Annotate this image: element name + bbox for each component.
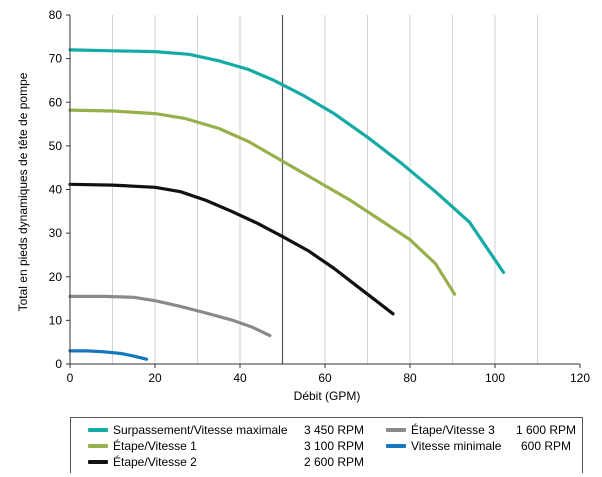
x-tick-label: 40 [233,371,247,385]
y-tick-label: 80 [49,8,63,22]
y-tick-label: 30 [49,226,63,240]
legend-rpm-etape-1: 3 100 RPM [304,439,365,453]
legend-item-etape-3: Étape/Vitesse 3 1 600 RPM [386,422,576,438]
legend-swatch-etape-3 [386,428,406,432]
legend-item-etape-1: Étape/Vitesse 1 3 100 RPM [88,438,388,454]
y-axis-title: Total en pieds dynamiques de tête de pom… [16,72,30,311]
x-tick-label: 80 [403,371,417,385]
legend-label-vitesse-minimale: Vitesse minimale [411,439,502,453]
series-lines [68,48,506,361]
x-tick-label: 120 [570,371,590,385]
x-tick-label: 60 [318,371,332,385]
legend-item-vitesse-minimale: Vitesse minimale 600 RPM [386,438,576,454]
series-line-surpassement [68,48,506,274]
legend-rpm-vitesse-minimale: 600 RPM [521,439,572,453]
legend-label-etape-3: Étape/Vitesse 3 [411,423,495,437]
legend-label-etape-2: Étape/Vitesse 2 [113,455,197,469]
legend-swatch-etape-2 [88,460,108,464]
y-tick-label: 0 [55,357,62,371]
legend-item-surpassement: Surpassement/Vitesse maximale 3 450 RPM [88,422,388,438]
y-tick-label: 60 [49,95,63,109]
legend-rpm-etape-3: 1 600 RPM [516,423,577,437]
x-axis-title: Débit (GPM) [294,389,361,403]
axes [66,14,581,368]
legend-item-etape-2: Étape/Vitesse 2 2 600 RPM [88,454,388,470]
y-tick-label: 20 [49,270,63,284]
y-tick-label: 40 [49,183,63,197]
series-line-vitesse-minimale [68,349,149,361]
legend-label-etape-1: Étape/Vitesse 1 [113,439,197,453]
legend-rpm-surpassement: 3 450 RPM [304,423,365,437]
legend-label-surpassement: Surpassement/Vitesse maximale [113,423,288,437]
legend-swatch-etape-1 [88,444,108,448]
legend-swatch-surpassement [88,428,108,432]
legend-swatch-vitesse-minimale [386,444,406,448]
legend-rpm-etape-2: 2 600 RPM [304,455,365,469]
series-line-etape-3 [68,294,272,338]
y-tick-label: 10 [49,313,63,327]
series-line-etape-1 [68,108,457,296]
y-tick-label: 50 [49,139,63,153]
x-tick-label: 0 [67,371,74,385]
chart-legend: Surpassement/Vitesse maximale 3 450 RPM … [70,417,583,473]
grid-lines [112,15,538,364]
x-tick-label: 100 [485,371,505,385]
series-line-etape-2 [68,182,395,316]
tick-labels: 0 10 20 30 40 50 60 70 80 0 20 40 60 80 100 120 [49,8,591,385]
x-tick-label: 20 [148,371,162,385]
y-tick-label: 70 [49,52,63,66]
